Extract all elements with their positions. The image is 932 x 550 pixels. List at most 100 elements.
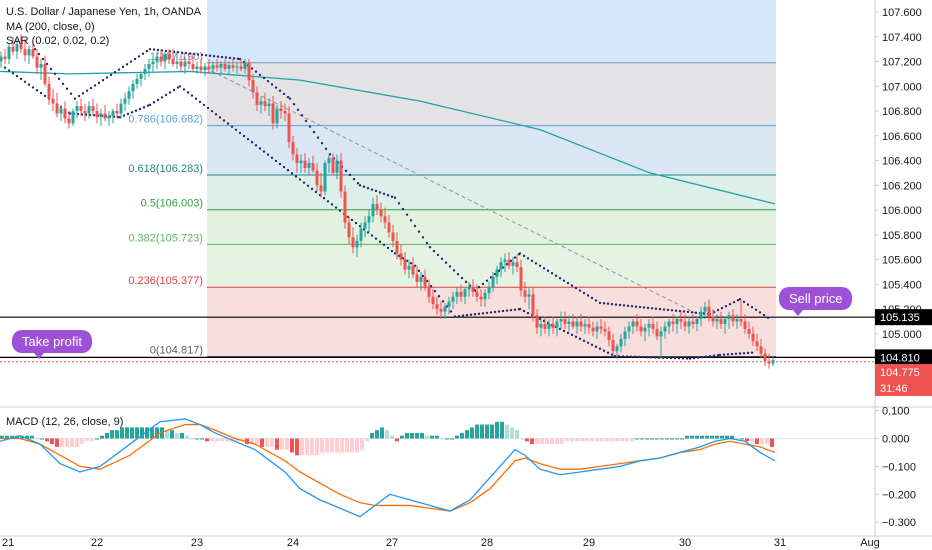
candle-body	[55, 103, 59, 114]
sar-dot	[101, 78, 105, 82]
sar-dot	[621, 355, 625, 358]
macd-histogram-bar	[570, 438, 574, 442]
candle-body	[591, 327, 595, 332]
sar-dot	[146, 104, 150, 107]
sar-dot	[409, 262, 413, 265]
candle-body	[323, 163, 327, 192]
macd-histogram-bar	[405, 432, 409, 439]
ma-indicator-label: MA (200, close, 0)	[6, 21, 95, 33]
sar-dot	[682, 310, 686, 313]
candle-body	[283, 111, 287, 114]
candle-body	[103, 113, 107, 119]
macd-histogram-bar	[560, 438, 564, 445]
macd-histogram-bar	[375, 430, 379, 439]
macd-histogram-bar	[395, 438, 399, 442]
sar-dot	[27, 83, 31, 86]
candle-body	[331, 158, 335, 173]
sar-dot	[286, 169, 290, 172]
macd-histogram-bar	[735, 438, 739, 440]
sar-dot	[606, 351, 610, 354]
macd-histogram-bar	[265, 438, 269, 447]
sar-dot	[160, 96, 164, 99]
macd-histogram-bar	[675, 438, 679, 440]
sar-dot	[704, 355, 708, 358]
macd-histogram-bar	[25, 435, 29, 439]
candle-body	[263, 101, 267, 107]
candle-body	[567, 321, 571, 324]
sar-dot	[374, 189, 378, 193]
sar-dot	[562, 279, 566, 282]
macd-histogram-bar	[10, 435, 14, 439]
candle-body	[771, 359, 775, 364]
candle-body	[99, 113, 103, 118]
sar-dot	[397, 202, 401, 205]
sar-dot	[334, 206, 338, 209]
sar-dot	[642, 306, 646, 309]
sar-dot	[606, 302, 610, 305]
sar-dot	[649, 356, 653, 359]
candle-body	[295, 154, 299, 164]
candle-body	[447, 301, 451, 307]
sar-dot	[634, 305, 638, 308]
macd-histogram-bar	[85, 438, 89, 442]
time-tick-label: 30	[679, 537, 691, 549]
candle-body	[107, 115, 111, 119]
sar-dot	[224, 56, 228, 59]
sar-dot	[666, 308, 670, 312]
macd-histogram-bar	[400, 435, 404, 439]
sar-dot	[473, 313, 477, 316]
sar-dot	[202, 103, 206, 107]
candle-body	[679, 319, 683, 322]
sar-dot	[405, 213, 409, 216]
macd-histogram-bar	[100, 435, 104, 439]
candle-body	[539, 323, 543, 328]
candle-body	[243, 62, 247, 69]
sar-dot	[460, 276, 464, 280]
candle-body	[703, 306, 707, 312]
sar-dot	[130, 111, 134, 114]
candle-body	[239, 66, 243, 69]
price-tick-label: 105.800	[882, 230, 922, 242]
sar-dot	[262, 150, 266, 153]
sar-dot	[654, 307, 658, 310]
macd-histogram-bar	[680, 438, 684, 440]
candle-body	[311, 163, 315, 171]
sar-dot	[677, 357, 681, 360]
macd-histogram-bar	[510, 427, 514, 439]
candle-body	[643, 327, 647, 332]
macd-histogram-bar	[535, 438, 539, 445]
candle-body	[71, 111, 75, 124]
candle-body	[619, 338, 623, 347]
macd-histogram-bar	[315, 438, 319, 456]
sar-dot	[456, 272, 460, 276]
sar-dot	[129, 60, 133, 63]
candle-body	[303, 160, 307, 168]
price-tick-label: 107.400	[882, 32, 922, 44]
price-axis-badge-label: 31:46	[880, 383, 908, 395]
sar-dot	[518, 252, 522, 255]
sar-dot	[226, 122, 230, 125]
sar-dot	[382, 243, 386, 247]
sar-dot	[286, 95, 290, 99]
macd-histogram-bar	[210, 438, 214, 442]
candle-body	[719, 319, 723, 324]
sar-dot	[304, 119, 308, 123]
macd-histogram-bar	[635, 438, 639, 440]
candle-body	[631, 321, 635, 327]
sar-dot	[658, 307, 662, 311]
macd-histogram-bar	[260, 438, 264, 447]
sar-dot	[758, 311, 762, 314]
candle-body	[663, 326, 667, 332]
sar-dot	[448, 265, 452, 268]
sar-dot	[278, 162, 282, 166]
sar-dot	[716, 353, 720, 357]
sar-dot	[522, 254, 526, 258]
sar-dot	[19, 77, 23, 81]
macd-histogram-bar	[725, 435, 729, 439]
candle-body	[251, 80, 255, 93]
sar-dot	[614, 303, 618, 306]
candle-body	[391, 232, 395, 242]
candle-body	[427, 286, 431, 297]
macd-tick-label: 0.000	[882, 434, 910, 446]
